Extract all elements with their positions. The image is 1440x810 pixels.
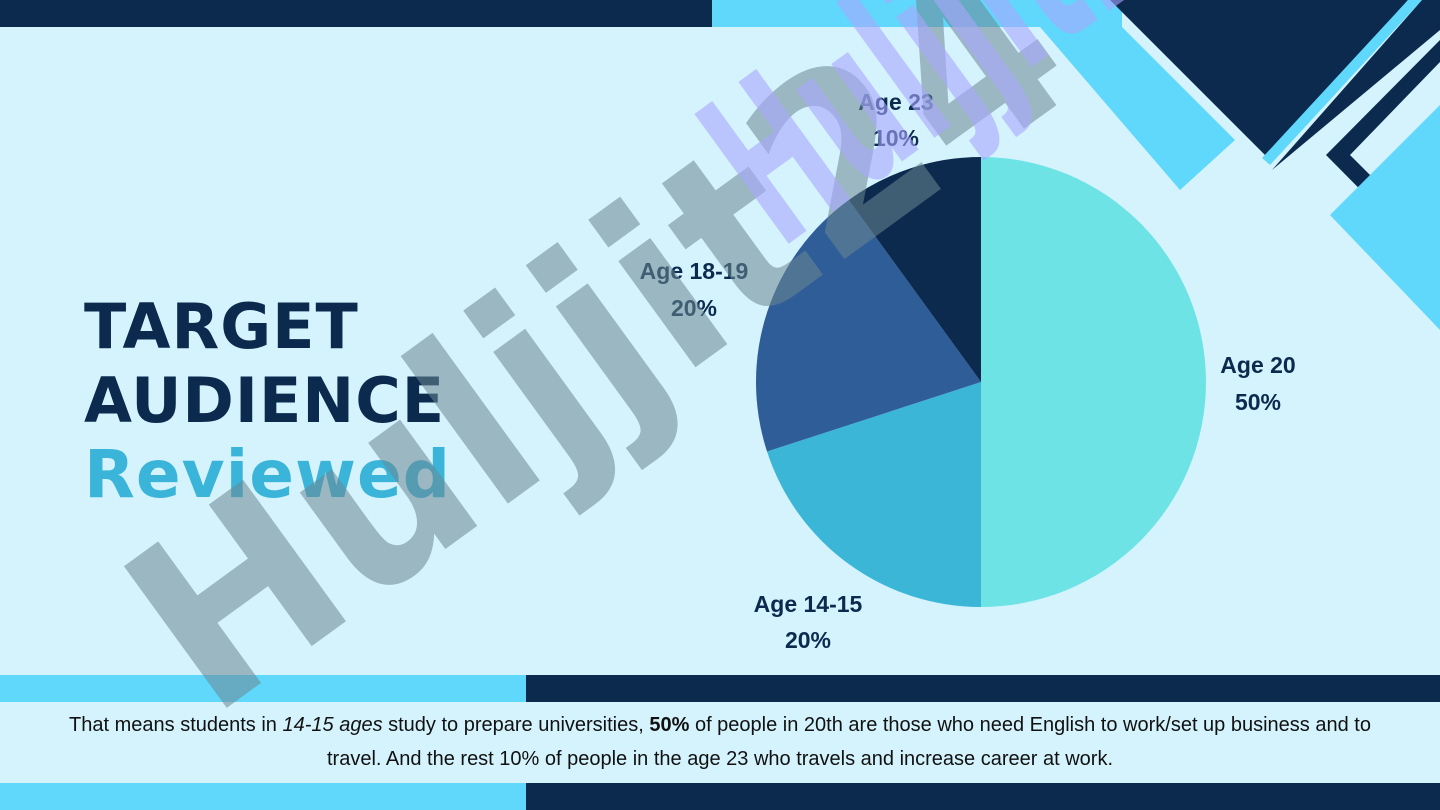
footer-sky-bar-left	[0, 783, 526, 810]
label-category-age-14-15: Age 14-15	[754, 591, 863, 617]
label-category-age-23: Age 23	[858, 89, 933, 115]
corner-navy-triangle	[1110, 0, 1408, 160]
top-sky-bar	[712, 0, 1122, 27]
label-category-age-20: Age 20	[1220, 352, 1295, 378]
label-value-age-20: 50%	[1235, 389, 1281, 415]
top-navy-bar	[0, 0, 712, 27]
corner-sky-stripe	[1262, 0, 1422, 165]
pie-slice-age-23	[848, 157, 981, 382]
label-value-age-18-19: 20%	[671, 295, 717, 321]
label-value-age-14-15: 20%	[785, 627, 831, 653]
caption-part-5: of people in 20th are those who need Eng…	[326, 714, 1371, 770]
pie-slice-age-14-15	[767, 382, 981, 607]
title-line-target: TARGET	[84, 290, 359, 363]
footer-navy-bar-right	[526, 783, 1440, 810]
caption-text: That means students in 14-15 ages study …	[60, 708, 1380, 776]
right-sky-diamond	[1330, 105, 1440, 330]
label-category-age-18-19: Age 18-19	[640, 258, 749, 284]
caption-part-3: study to prepare universities,	[382, 714, 650, 736]
bottom-sky-bar-left	[0, 675, 526, 702]
bottom-navy-bar-right	[526, 675, 1440, 702]
pie-slice-age-18-19	[756, 199, 981, 452]
pie-slice-age-20	[981, 157, 1206, 607]
pie-slices	[756, 157, 1206, 607]
caption-bold-percent: 50%	[649, 714, 690, 736]
slide-title: TARGET AUDIENCE Reviewed	[84, 290, 504, 512]
label-value-age-23: 10%	[873, 125, 919, 151]
title-line-reviewed: Reviewed	[84, 436, 451, 513]
caption-part-1: That means students in	[69, 714, 283, 736]
title-line-audience: AUDIENCE	[84, 364, 446, 437]
caption-italic-ages: 14-15 ages	[282, 714, 383, 736]
top-sky-wedge	[1040, 27, 1235, 190]
corner-navy-stripe	[1272, 0, 1440, 170]
pie-labels: Age 20 50% Age 14-15 20% Age 18-19 20% A…	[640, 89, 1296, 653]
